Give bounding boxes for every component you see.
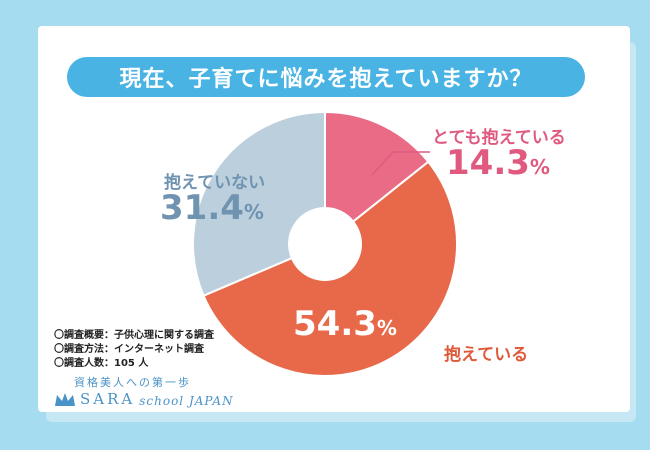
label-no-value: 31.4: [160, 188, 244, 228]
label-no-unit: %: [243, 200, 264, 224]
slice-no: [192, 110, 326, 297]
logo-brand: SARA: [80, 390, 136, 408]
note-item: 〇調査方法：インターネット調査: [54, 344, 204, 355]
label-yes-name: 抱えている: [444, 345, 529, 365]
logo-tagline: 資格美人への第一歩: [74, 376, 191, 389]
survey-notes: 〇調査概要：子供心理に関する調査 〇調査方法：インターネット調査 〇調査人数：1…: [54, 329, 214, 371]
logo-sub: school JAPAN: [139, 394, 234, 408]
label-strong-name: とても抱えている: [432, 128, 566, 148]
label-strong-value: 14.3: [446, 143, 530, 183]
note-item: 〇調査概要：子供心理に関する調査: [54, 330, 214, 341]
label-no-pct: 31.4%: [160, 188, 264, 228]
crown-icon: [55, 393, 75, 406]
slice-strong: [324, 110, 430, 223]
logo: 資格美人への第一歩 SARA school JAPAN: [54, 374, 234, 408]
chart-title: 現在、子育てに悩みを抱えていますか？: [67, 57, 585, 97]
label-yes-unit: %: [376, 316, 397, 340]
label-strong-unit: %: [529, 155, 550, 179]
label-yes-pct: 54.3%: [293, 304, 397, 344]
label-yes-value: 54.3: [293, 304, 377, 344]
slice-yes: [202, 160, 458, 377]
label-strong-pct: 14.3%: [446, 143, 550, 183]
label-no-name: 抱えていない: [164, 173, 266, 193]
note-item: 〇調査人数：105 人: [54, 358, 149, 369]
leader-line: [371, 151, 394, 176]
